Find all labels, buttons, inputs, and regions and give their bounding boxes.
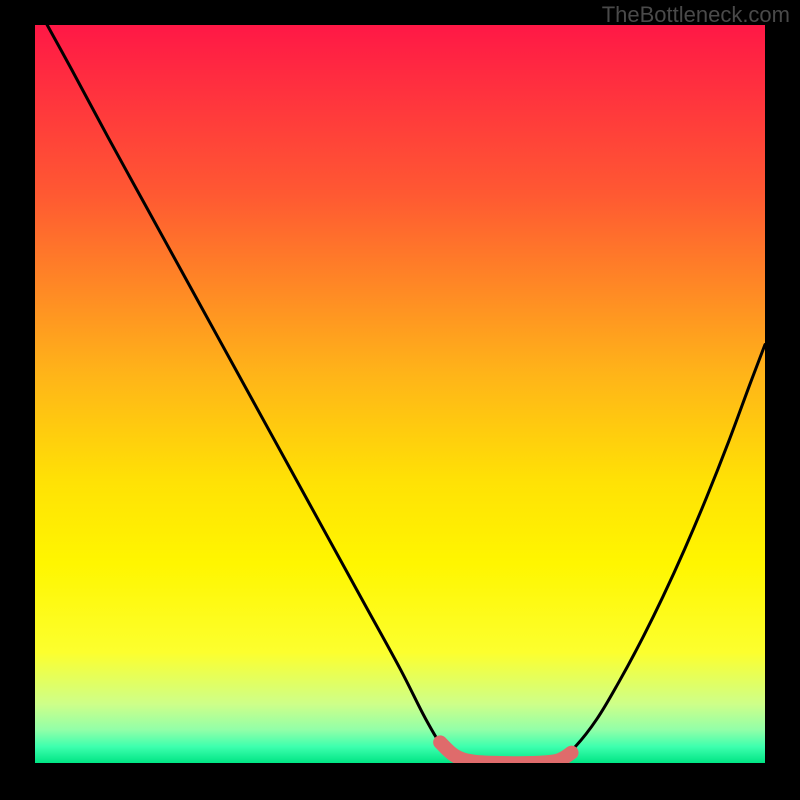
bottleneck-chart-card: TheBottleneck.com (0, 0, 800, 800)
watermark-text: TheBottleneck.com (602, 2, 790, 28)
bottleneck-chart (0, 0, 800, 800)
chart-background (35, 25, 765, 763)
